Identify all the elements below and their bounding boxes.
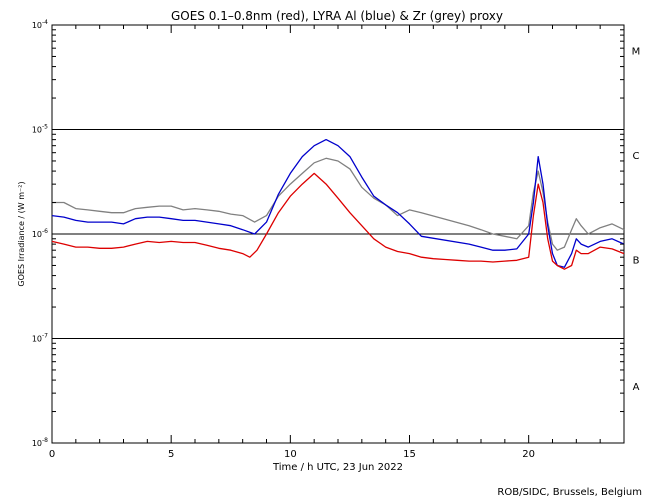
class-labels: A B C M — [632, 47, 641, 394]
x-tick-label: 5 — [168, 449, 174, 460]
class-label-c: C — [633, 151, 640, 162]
credit-annotation: ROB/SIDC, Brussels, Belgium — [497, 487, 642, 498]
x-tick-label: 10 — [284, 449, 297, 460]
y-tick-label: 10-8 — [32, 437, 48, 448]
class-label-a: A — [633, 382, 640, 393]
x-tick-label: 20 — [522, 449, 535, 460]
series-line-0 — [52, 157, 625, 251]
x-axis-label: Time / h UTC, 23 Jun 2022 — [272, 462, 403, 473]
series-line-2 — [51, 172, 625, 270]
x-axis: 0 5 10 15 20 — [49, 25, 625, 460]
y-tick-label: 10-7 — [32, 333, 48, 344]
y-tick-label: 10-5 — [32, 124, 48, 135]
y-axis-label: GOES Irradiance / (W m⁻²) — [17, 181, 26, 286]
series-layer — [51, 138, 625, 270]
class-label-b: B — [633, 256, 640, 267]
y-tick-label: 10-6 — [32, 228, 48, 239]
x-tick-label: 15 — [403, 449, 416, 460]
chart-title: GOES 0.1–0.8nm (red), LYRA Al (blue) & Z… — [171, 9, 503, 23]
x-tick-label: 0 — [49, 449, 55, 460]
y-tick-label: 10-4 — [32, 19, 48, 30]
series-line-1 — [51, 138, 625, 268]
y-axis: 10-8 10-7 10-6 10-5 10-4 — [32, 19, 624, 448]
class-label-m: M — [632, 47, 641, 58]
